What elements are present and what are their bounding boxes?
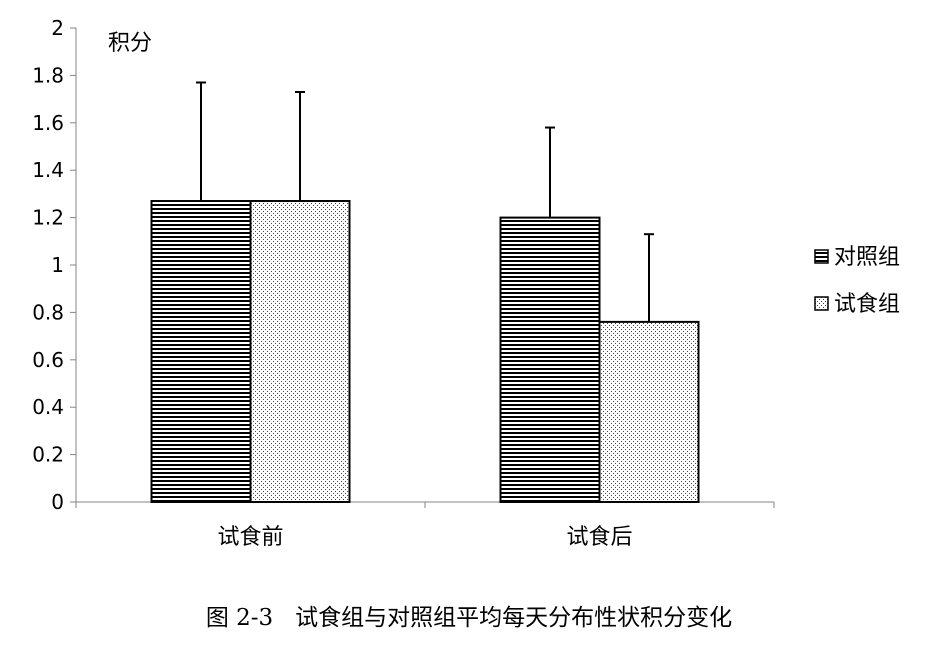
- y-tick-label: 1.4: [32, 158, 64, 182]
- bars: [150, 81, 700, 503]
- legend-swatch: [814, 249, 829, 264]
- figure-caption-text: 试食组与对照组平均每天分布性状积分变化: [295, 605, 733, 631]
- y-tick-label: 0.8: [32, 300, 64, 324]
- y-tick-label: 1.8: [32, 63, 64, 87]
- y-tick-label: 1.2: [32, 206, 64, 230]
- y-axis-label: 积分: [108, 31, 152, 56]
- bar: [249, 200, 351, 503]
- y-tick-label: 0.4: [32, 395, 64, 419]
- bar: [150, 200, 252, 503]
- x-tick-label: 试食前: [217, 525, 283, 550]
- bar-chart: 0 0.2 0.4 0.6 0.8 1 1.2 1.4 1.6 1.8 2 试食前 试食后 对照组试食组…: [32, 16, 900, 550]
- legend-label: 对照组: [834, 245, 900, 270]
- bar: [499, 216, 601, 503]
- legend-swatch: [814, 296, 829, 311]
- y-tick-label: 1: [51, 253, 64, 277]
- y-tick-label: 0.2: [32, 443, 64, 467]
- y-tick-label: 0.6: [32, 348, 64, 372]
- bar: [598, 320, 700, 503]
- y-tick-label: 2: [51, 16, 64, 40]
- figure-caption: 图 2-3 试食组与对照组平均每天分布性状积分变化: [0, 598, 938, 632]
- y-tick-label: 1.6: [32, 111, 64, 135]
- figure-number: 图 2-3: [205, 605, 274, 631]
- y-tick-label: 0: [51, 490, 64, 514]
- legend-label: 试食组: [834, 292, 900, 317]
- x-tick-label: 试食后: [566, 525, 632, 550]
- axes: 0 0.2 0.4 0.6 0.8 1 1.2 1.4 1.6 1.8 2 试食前 试食后: [32, 16, 775, 550]
